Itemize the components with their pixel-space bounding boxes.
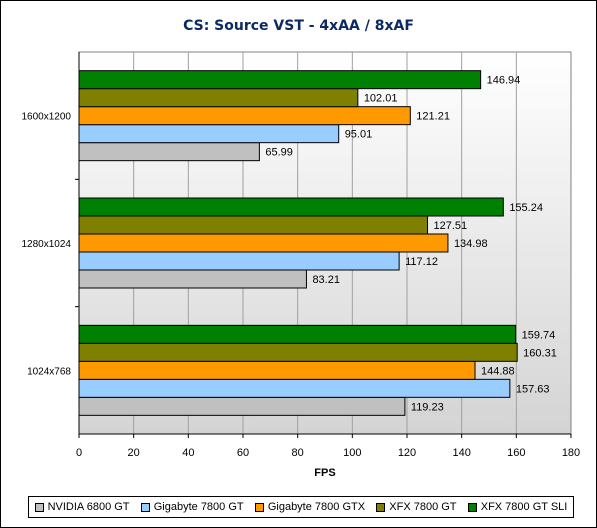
bars [78,70,518,416]
axes: 0 20 40 60 80 100 120 140 160 180 1600x1200 1280x10… [22,52,580,459]
legend-swatch [140,502,150,512]
bar [78,197,504,217]
legend-swatch [376,502,386,512]
bar [78,106,411,126]
legend-label: NVIDIA 6800 GT [47,501,130,513]
data-label: 160.31 [523,347,557,359]
data-label: 134.98 [454,238,488,250]
legend-swatch [467,502,477,512]
bar [78,70,482,90]
data-label: 157.63 [516,383,550,395]
x-tick-label: 0 [76,447,82,459]
x-axis-label: FPS [314,467,335,479]
legend-label: Gigabyte 7800 GTX [267,501,366,513]
bar [78,360,476,380]
x-tick-label: 120 [398,447,416,459]
data-label: 119.23 [411,401,444,413]
data-label: 159.74 [522,329,556,341]
data-label: 117.12 [405,256,438,268]
x-tick-label: 20 [128,447,140,459]
data-label: 95.01 [345,129,373,141]
x-tick-label: 160 [507,447,525,459]
legend-item: NVIDIA 6800 GT [34,501,130,513]
legend-label: Gigabyte 7800 GT [153,501,244,513]
bar [78,269,307,289]
legend-item: Gigabyte 7800 GT [140,501,244,513]
bar [78,88,359,108]
category-label: 1600x1200 [22,112,72,123]
chart-title: CS: Source VST - 4xAA / 8xAF [183,18,414,34]
category-label: 1280x1024 [22,239,72,250]
bar [78,342,518,362]
legend-label: XFX 7800 GT SLI [480,501,568,513]
bar [78,378,511,398]
legend-swatch [254,502,264,512]
bar [78,142,260,162]
data-label: 146.94 [487,75,521,87]
data-label: 155.24 [509,202,543,214]
x-tick-label: 180 [562,447,580,459]
legend-label: XFX 7800 GT [389,501,457,513]
data-label: 65.99 [265,147,293,159]
x-tick-label: 60 [237,447,249,459]
bar [78,233,449,253]
legend-item: XFX 7800 GT [376,501,457,513]
bar [78,396,406,416]
x-tick-label: 100 [343,447,361,459]
data-label: 127.51 [434,220,468,232]
legend: NVIDIA 6800 GT Gigabyte 7800 GT Gigabyte 7… [28,496,574,518]
bar [78,124,340,144]
data-label: 121.21 [416,111,450,123]
bar [78,324,517,344]
x-tick-label: 140 [452,447,470,459]
category-label: 1024x768 [27,366,71,377]
bar [78,251,400,271]
legend-item: XFX 7800 GT SLI [467,501,568,513]
data-labels: 65.99 95.01 121.21 102.01 146.94 83.21 117.12 1… [265,75,556,414]
bar [78,215,429,235]
legend-item: Gigabyte 7800 GTX [254,501,366,513]
legend-swatch [34,502,44,512]
x-tick-label: 40 [182,447,194,459]
data-label: 83.21 [312,274,340,286]
x-tick-label: 80 [292,447,304,459]
data-label: 144.88 [481,365,515,377]
data-label: 102.01 [364,93,398,105]
